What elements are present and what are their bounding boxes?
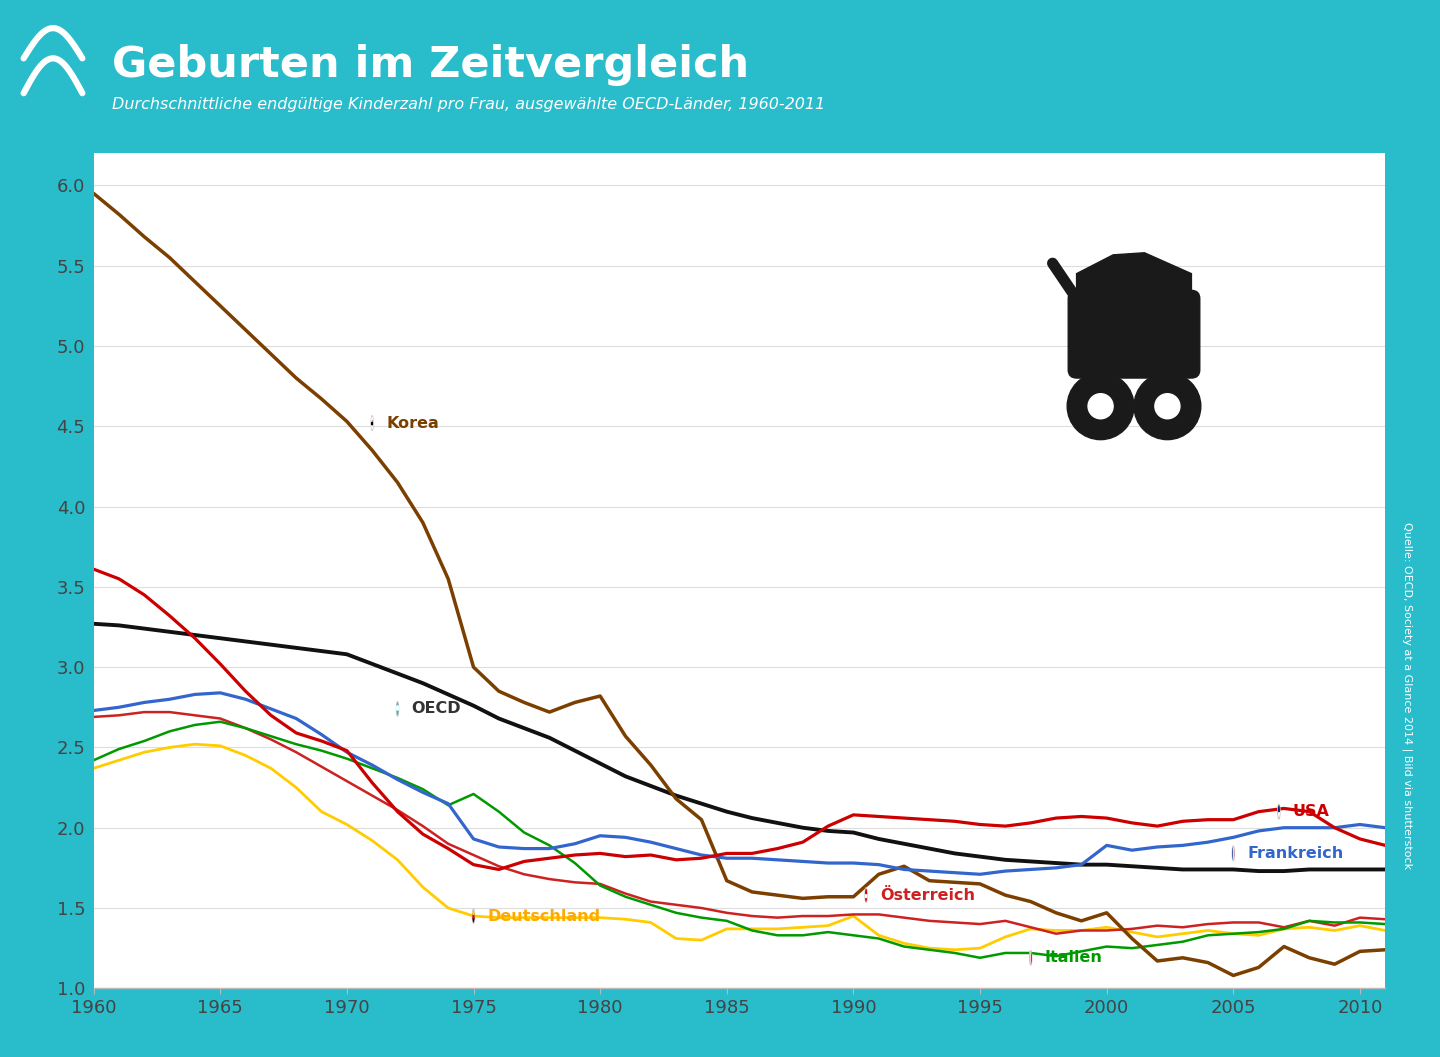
Circle shape	[1067, 373, 1135, 440]
Text: USA: USA	[1293, 804, 1329, 819]
Circle shape	[472, 909, 475, 924]
Text: Korea: Korea	[386, 415, 439, 430]
Text: Deutschland: Deutschland	[487, 909, 600, 924]
Text: Frankreich: Frankreich	[1247, 846, 1344, 860]
Text: Österreich: Österreich	[880, 888, 975, 903]
Bar	[865, 893, 867, 897]
Circle shape	[396, 702, 399, 717]
Circle shape	[1155, 393, 1179, 419]
Text: Geburten im Zeitvergleich: Geburten im Zeitvergleich	[112, 44, 749, 87]
Bar	[865, 889, 867, 893]
Text: OECD: OECD	[412, 702, 461, 717]
Circle shape	[372, 415, 373, 430]
Circle shape	[1277, 805, 1280, 818]
Bar	[472, 909, 475, 914]
Text: Italien: Italien	[1044, 950, 1103, 965]
Text: Quelle: OECD, Society at a Glance 2014 | Bild via shutterstock: Quelle: OECD, Society at a Glance 2014 |…	[1403, 522, 1413, 870]
Circle shape	[396, 703, 399, 716]
Circle shape	[1089, 393, 1113, 419]
Text: Durchschnittliche endgültige Kinderzahl pro Frau, ausgewählte OECD-Länder, 1960-: Durchschnittliche endgültige Kinderzahl …	[112, 97, 825, 112]
Circle shape	[865, 888, 867, 903]
Circle shape	[1277, 804, 1280, 819]
Circle shape	[372, 416, 373, 429]
Circle shape	[1135, 373, 1201, 440]
Bar	[865, 897, 867, 902]
Circle shape	[1233, 846, 1234, 860]
Bar	[472, 914, 475, 919]
Circle shape	[1030, 950, 1032, 965]
Polygon shape	[1077, 253, 1191, 299]
FancyBboxPatch shape	[1068, 291, 1200, 378]
Bar	[472, 919, 475, 923]
